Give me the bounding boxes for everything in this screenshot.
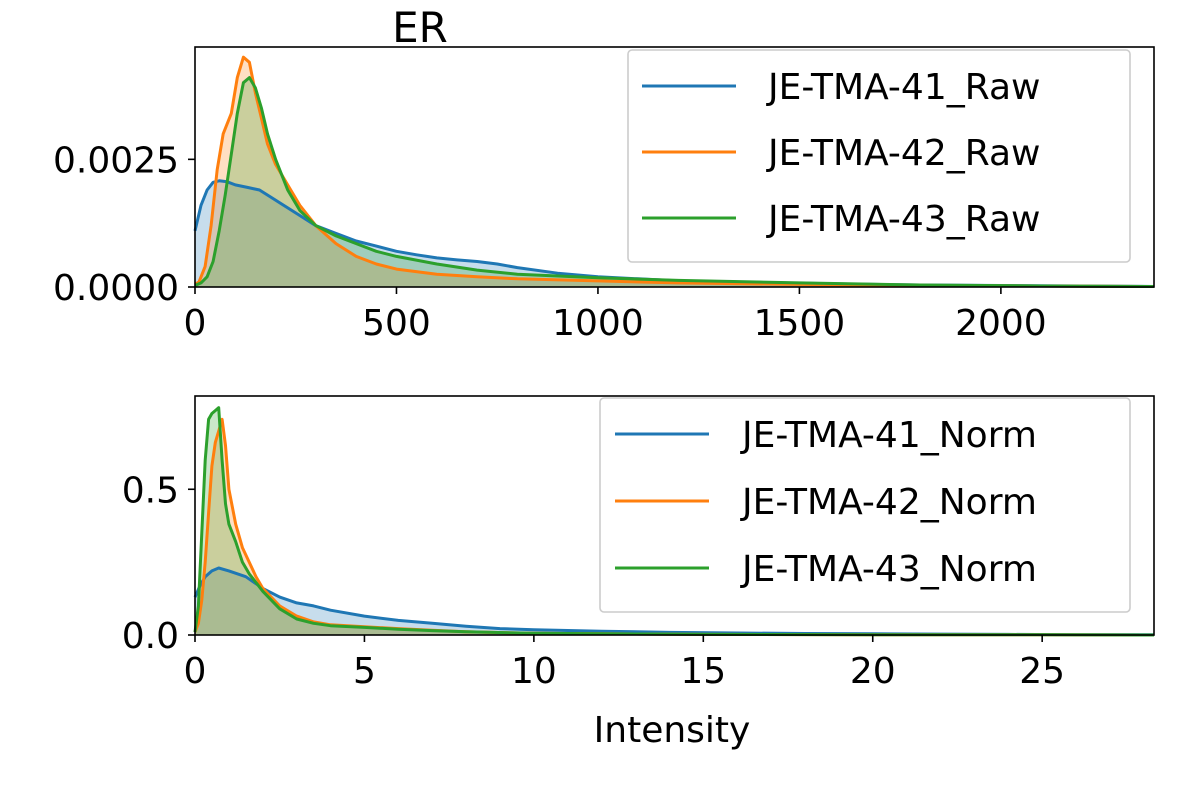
density-line-je-tma-43-norm (193, 406, 1155, 637)
density-line-je-tma-43-raw (194, 76, 1155, 288)
legend-label-je-tma-43-norm: JE-TMA-43_Norm (740, 549, 1037, 590)
legend-label-je-tma-41-raw: JE-TMA-41_Raw (766, 67, 1040, 108)
legend-label-je-tma-42-norm: JE-TMA-42_Norm (740, 482, 1037, 523)
norm-y-tick-label: 0.0 (122, 616, 179, 657)
raw-x-tick-label: 1000 (552, 303, 644, 344)
norm-x-tick-label: 10 (511, 651, 557, 692)
legend-label-je-tma-42-raw: JE-TMA-42_Raw (766, 133, 1040, 174)
raw-x-tick-label: 0 (184, 303, 207, 344)
raw-y-tick-label: 0.0025 (53, 140, 179, 181)
norm-density-lines (193, 406, 1155, 637)
norm-axes-frame (194, 395, 1155, 636)
norm-x-tick-label: 15 (680, 651, 726, 692)
x-axis-label: Intensity (594, 710, 751, 751)
raw-density-lines (193, 55, 1155, 288)
norm-intensity-plot: 0 5 10 15 20 25 0.0 0.5 Intensity JE-TMA-41_No… (122, 395, 1155, 751)
norm-legend: JE-TMA-41_Norm JE-TMA-42_Norm JE-TMA-43_… (599, 397, 1131, 613)
norm-x-tick-label: 25 (1019, 651, 1065, 692)
raw-axes-frame (194, 46, 1155, 288)
raw-y-axis: 0.0000 0.0025 (53, 140, 195, 309)
raw-x-tick-label: 2000 (955, 303, 1047, 344)
norm-x-tick-label: 20 (850, 651, 896, 692)
norm-legend-box (599, 397, 1131, 613)
norm-x-tick-label: 0 (184, 651, 207, 692)
density-line-je-tma-42-raw (194, 55, 1155, 288)
raw-x-tick-label: 1500 (754, 303, 846, 344)
raw-legend: JE-TMA-41_Raw JE-TMA-42_Raw JE-TMA-43_Ra… (627, 49, 1131, 263)
chart-title: ER (392, 3, 448, 52)
norm-y-axis: 0.0 0.5 (122, 470, 195, 657)
legend-label-je-tma-41-norm: JE-TMA-41_Norm (740, 415, 1037, 456)
raw-y-tick-label: 0.0000 (53, 268, 179, 309)
norm-x-axis: 0 5 10 15 20 25 (184, 635, 1065, 692)
raw-intensity-plot: ER 0 500 1000 1500 2000 0.0000 0.0025 JE-TMA-… (53, 3, 1155, 344)
raw-x-axis: 0 500 1000 1500 2000 (184, 287, 1047, 344)
norm-x-tick-label: 5 (353, 651, 376, 692)
legend-label-je-tma-43-raw: JE-TMA-43_Raw (766, 199, 1040, 240)
density-area-je-tma-41-norm (195, 568, 1154, 635)
norm-y-tick-label: 0.5 (122, 470, 179, 511)
raw-legend-box (627, 49, 1131, 263)
density-area-je-tma-42-raw (195, 57, 1154, 288)
raw-x-tick-label: 500 (362, 303, 431, 344)
density-area-je-tma-43-raw (195, 77, 1154, 287)
density-area-je-tma-41-raw (195, 180, 1154, 287)
raw-density-fills (195, 57, 1154, 288)
